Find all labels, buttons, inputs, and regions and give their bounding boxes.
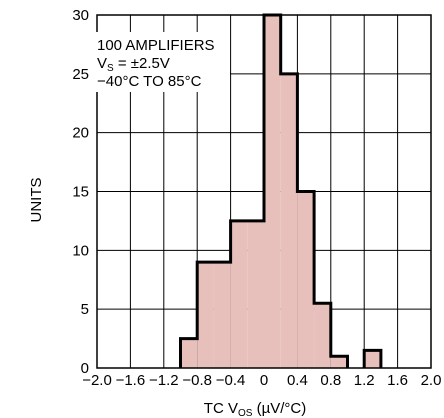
histogram-bar <box>180 338 198 368</box>
annotation-line-3: −40°C TO 85°C <box>97 73 202 90</box>
y-tick-labels: 0 5 10 15 20 25 30 <box>72 7 89 377</box>
x-tick-label: −0.8 <box>182 372 212 389</box>
x-tick-label: 2.0 <box>421 372 442 389</box>
histogram-bar <box>264 15 281 368</box>
x-tick-label: −2.0 <box>82 372 112 389</box>
x-tick-label: −1.2 <box>149 372 179 389</box>
histogram-bars <box>179 13 383 368</box>
y-tick-label: 0 <box>81 360 89 377</box>
x-tick-label: −1.6 <box>116 372 146 389</box>
y-tick-label: 10 <box>72 242 89 259</box>
x-tick-label: 0 <box>260 372 268 389</box>
histogram-bar <box>280 73 298 368</box>
annotation-line-2: VS = ±2.5V <box>97 55 170 74</box>
y-axis-label: UNITS <box>28 178 45 223</box>
histogram-bar <box>230 220 248 368</box>
histogram-bar <box>330 356 348 368</box>
histogram-bar <box>197 262 214 368</box>
plot-frame <box>96 14 432 369</box>
histogram-bar <box>314 303 331 368</box>
x-axis-label: TC VOS (µV/°C) <box>204 400 306 418</box>
histogram-bar <box>364 350 381 368</box>
y-tick-label: 25 <box>72 66 89 83</box>
y-tick-label: 15 <box>72 184 89 201</box>
y-tick-label: 30 <box>72 7 89 24</box>
histogram-bar <box>297 191 315 368</box>
histogram-bar <box>213 262 231 368</box>
x-tick-label: 1.2 <box>354 372 375 389</box>
y-tick-label: 5 <box>81 301 89 318</box>
annotation-line-1: 100 AMPLIFIERS <box>97 37 215 54</box>
y-tick-label: 20 <box>72 125 89 142</box>
x-tick-labels: −2.0 −1.6 −1.2 −0.8 −0.4 0 0.4 0.8 1.2 1.6 2.0 <box>82 372 441 389</box>
annotation-background <box>90 32 230 92</box>
x-tick-label: 1.6 <box>387 372 408 389</box>
histogram-bar <box>247 220 264 368</box>
x-tick-label: 0.8 <box>320 372 341 389</box>
x-tick-label: −0.4 <box>216 372 246 389</box>
x-tick-label: 0.4 <box>287 372 308 389</box>
